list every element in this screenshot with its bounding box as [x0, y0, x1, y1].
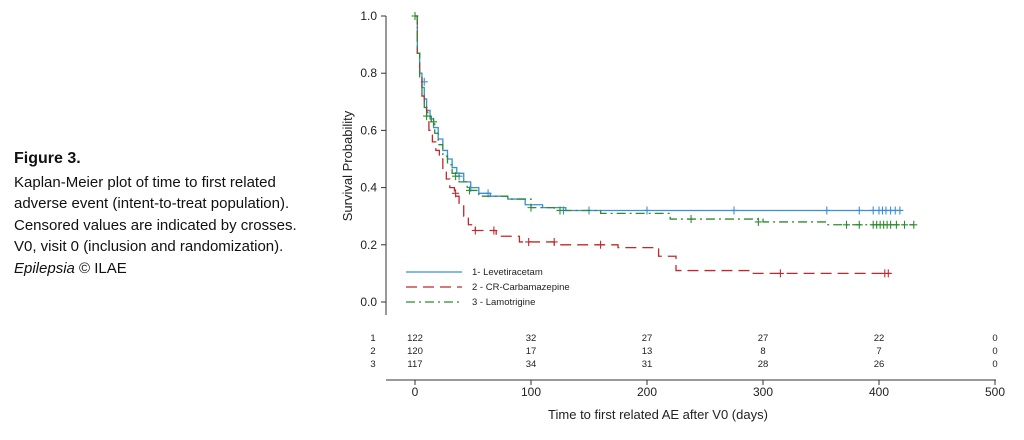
legend-label-1: 1- Levetiracetam	[472, 267, 543, 278]
y-tick-label: 1.0	[360, 9, 377, 23]
x-tick-label: 300	[753, 385, 773, 399]
risk-count: 28	[758, 359, 769, 370]
risk-count: 22	[874, 333, 885, 344]
censor-mark	[730, 206, 738, 215]
censor-mark	[550, 237, 558, 246]
risk-count: 8	[760, 346, 765, 357]
censor-mark	[754, 217, 762, 226]
risk-count: 27	[758, 333, 769, 344]
risk-count: 7	[876, 346, 881, 357]
risk-count: 122	[407, 333, 423, 344]
censor-mark	[910, 220, 918, 229]
censor-mark	[430, 117, 438, 126]
chart-axes	[385, 16, 996, 381]
risk-count: 117	[407, 359, 422, 370]
risk-count: 120	[407, 346, 423, 357]
y-ticks: 0.0 0.2 0.4 0.6 0.8 1.0	[360, 9, 386, 309]
figure-caption: Figure 3. Kaplan-Meier plot of time to f…	[14, 148, 314, 279]
censor-mark	[884, 269, 892, 278]
x-tick-label: 100	[521, 385, 541, 399]
censor-mark	[466, 186, 474, 195]
risk-row-label: 1	[370, 333, 375, 344]
caption-text: Kaplan-Meier plot of time to first relat…	[14, 173, 297, 256]
risk-count: 32	[526, 333, 537, 344]
series-line-3	[415, 15, 914, 226]
censor-mark	[892, 220, 900, 229]
censor-mark	[597, 240, 605, 249]
risk-count: 0	[992, 346, 997, 357]
y-tick-label: 0.0	[360, 295, 377, 309]
censor-mark	[776, 269, 784, 278]
journal-name: Epilepsia	[14, 259, 75, 277]
risk-count: 31	[642, 359, 653, 370]
censor-mark	[843, 220, 851, 229]
risk-count: 34	[526, 359, 537, 370]
figure-label: Figure 3.	[14, 150, 81, 167]
y-tick-label: 0.4	[360, 181, 377, 195]
risk-count: 13	[642, 346, 653, 357]
x-tick-label: 400	[869, 385, 889, 399]
risk-count: 27	[642, 333, 653, 344]
legend-box	[398, 262, 628, 314]
y-tick-label: 0.6	[360, 123, 377, 137]
censor-mark	[855, 220, 863, 229]
censor-mark	[411, 12, 419, 20]
censor-mark	[423, 112, 431, 121]
censor-mark	[687, 215, 695, 224]
censor-mark	[452, 189, 460, 198]
x-tick-label: 500	[985, 385, 1005, 399]
legend-label-3: 3 - Lamotrigine	[472, 297, 535, 308]
censor-mark	[643, 206, 651, 215]
risk-count: 0	[992, 333, 997, 344]
risk-count: 26	[874, 359, 885, 370]
number-at-risk-table: 1 122 32 27 27 22 0 2 120 17 13 8 7 0 3 117 34 31 28 26 0	[370, 333, 997, 370]
y-tick-label: 0.2	[360, 238, 377, 252]
censor-mark	[471, 226, 479, 235]
censor-mark	[452, 172, 460, 181]
legend: 1- Levetiracetam 2 - CR-Carbamazepine 3 …	[398, 262, 628, 314]
series-line-1	[415, 15, 903, 212]
copyright: © ILAE	[79, 259, 127, 277]
censor-mark	[490, 226, 498, 235]
series-layer	[411, 12, 918, 278]
censor-mark	[855, 206, 863, 215]
censor-mark	[527, 203, 535, 212]
censor-mark	[896, 206, 904, 215]
series-3	[411, 12, 918, 229]
x-ticks: 0 100 200 300 400 500	[412, 380, 1005, 399]
censor-mark	[556, 206, 564, 215]
risk-row-label: 3	[370, 359, 375, 370]
series-1	[415, 15, 904, 215]
censor-mark	[525, 237, 533, 246]
series-2	[415, 15, 892, 278]
x-tick-label: 200	[637, 385, 657, 399]
series-line-2	[415, 15, 891, 275]
x-axis-title: Time to first related AE after V0 (days)	[548, 407, 768, 422]
y-axis-title: Survival Probability	[340, 110, 355, 221]
risk-count: 17	[526, 346, 537, 357]
risk-count: 0	[992, 359, 997, 370]
y-tick-label: 0.8	[360, 66, 377, 80]
risk-row-label: 2	[370, 346, 375, 357]
legend-label-2: 2 - CR-Carbamazepine	[472, 282, 570, 293]
x-tick-label: 0	[412, 385, 419, 399]
censor-mark	[823, 206, 831, 215]
censor-mark	[901, 220, 909, 229]
